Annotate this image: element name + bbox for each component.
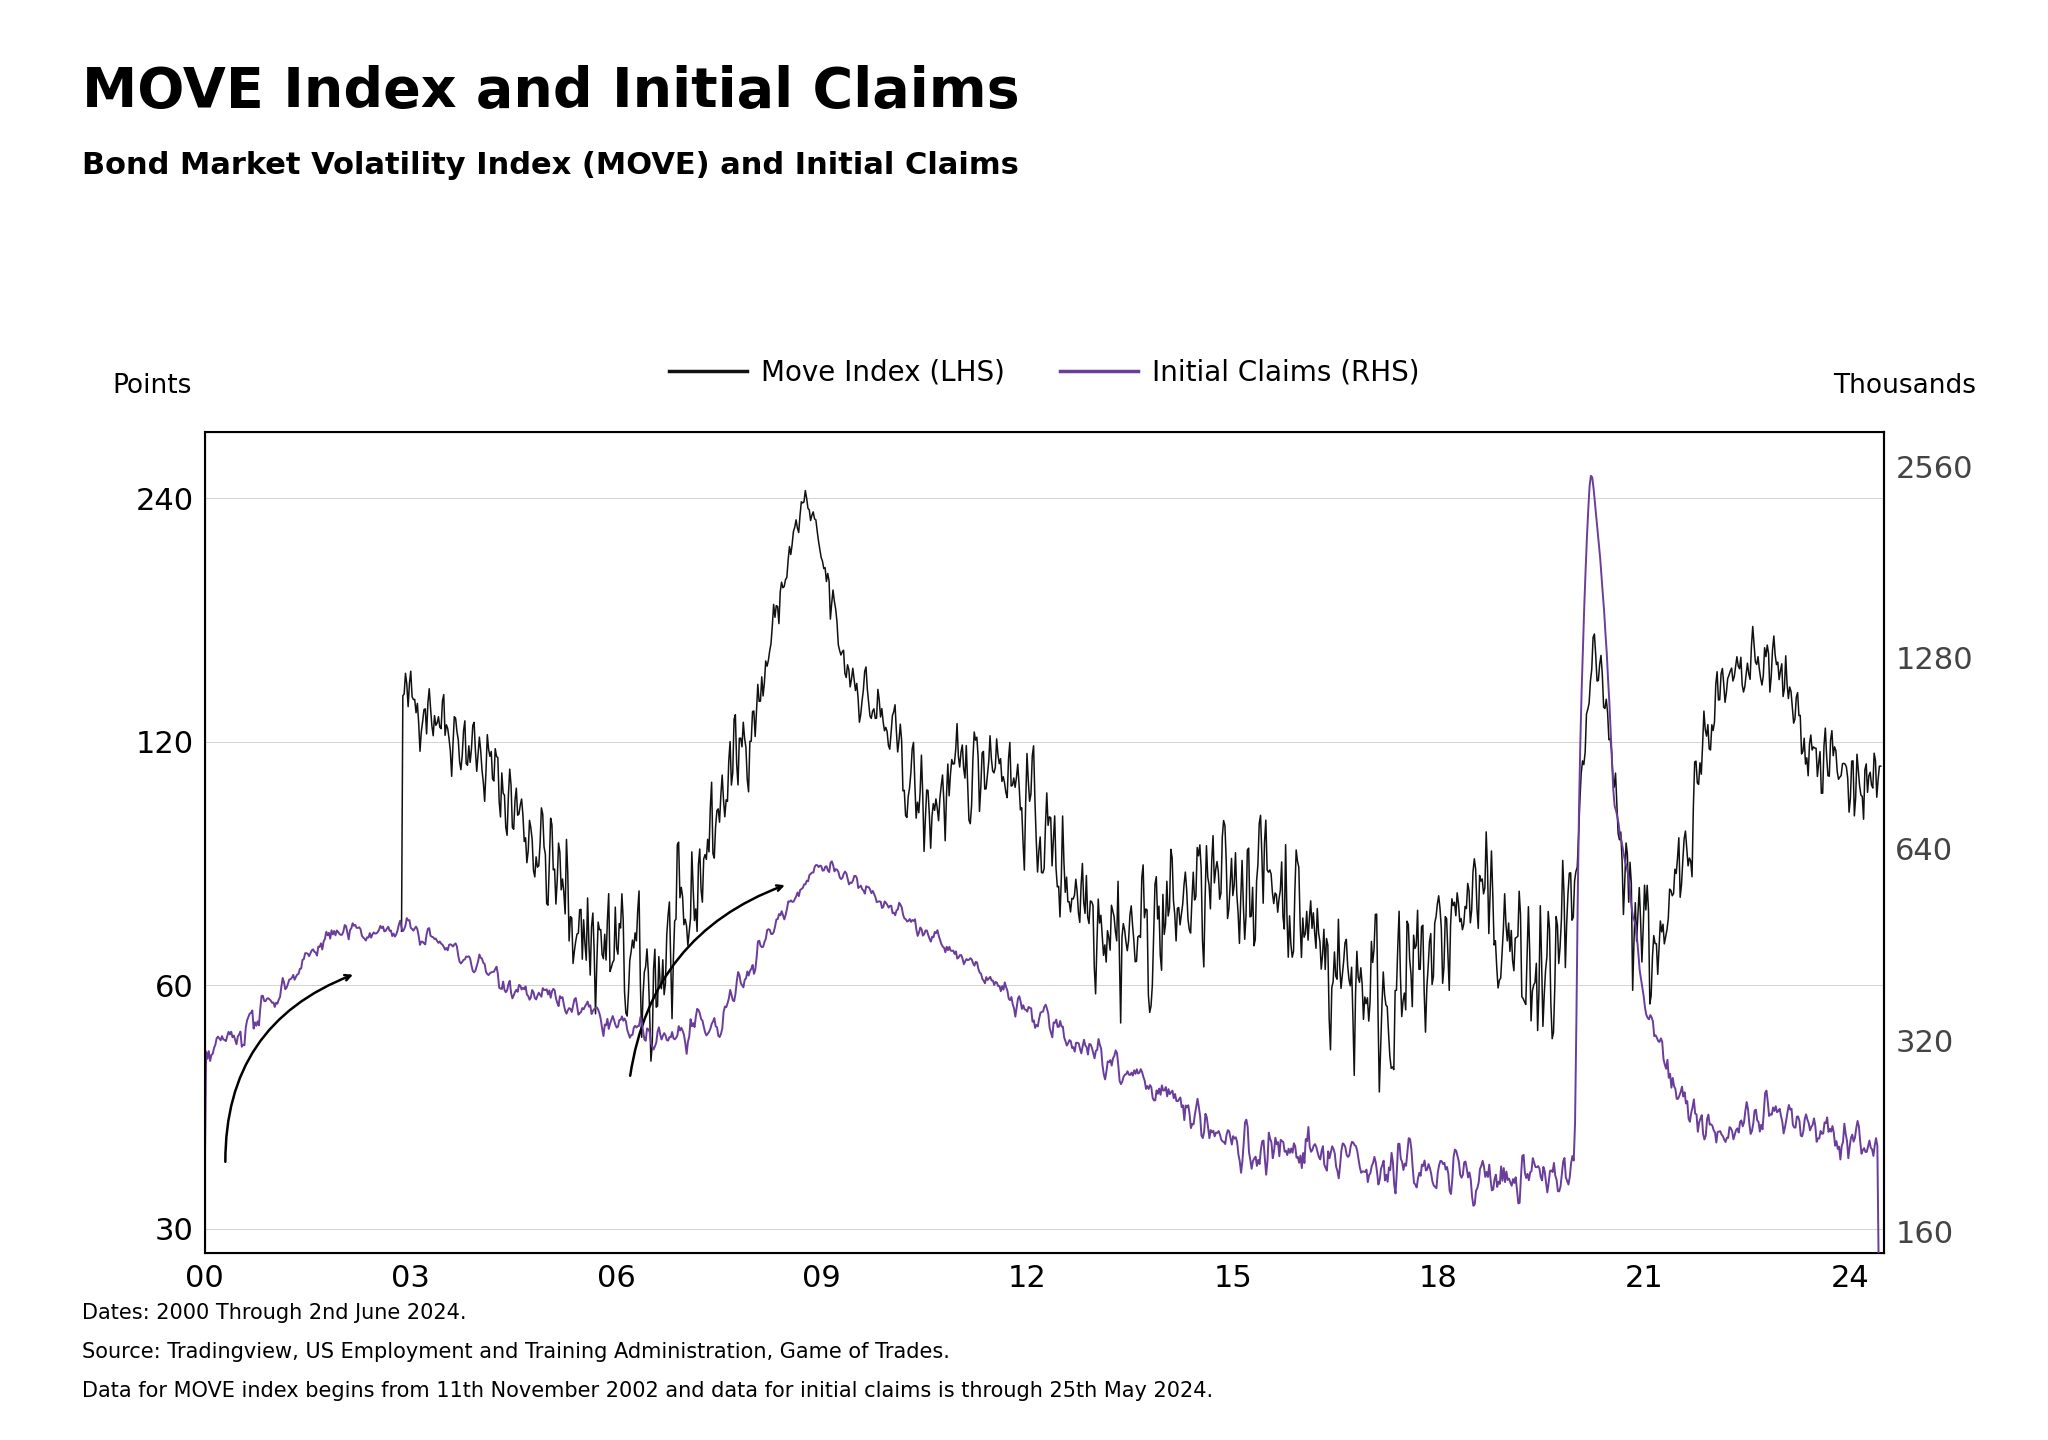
Text: MOVE Index and Initial Claims: MOVE Index and Initial Claims [82, 65, 1020, 118]
Text: Data for MOVE index begins from 11th November 2002 and data for initial claims i: Data for MOVE index begins from 11th Nov… [82, 1381, 1212, 1401]
Text: Bond Market Volatility Index (MOVE) and Initial Claims: Bond Market Volatility Index (MOVE) and … [82, 151, 1018, 180]
Legend: Move Index (LHS), Initial Claims (RHS): Move Index (LHS), Initial Claims (RHS) [657, 347, 1432, 397]
Text: Dates: 2000 Through 2nd June 2024.: Dates: 2000 Through 2nd June 2024. [82, 1303, 467, 1323]
Text: Points: Points [113, 373, 193, 399]
Text: Source: Tradingview, US Employment and Training Administration, Game of Trades.: Source: Tradingview, US Employment and T… [82, 1342, 950, 1362]
Text: Thousands: Thousands [1833, 373, 1976, 399]
